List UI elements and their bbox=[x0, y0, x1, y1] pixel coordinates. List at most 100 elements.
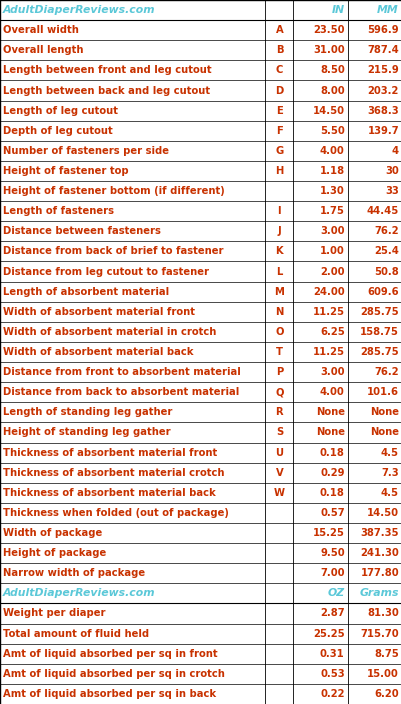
Text: W: W bbox=[273, 488, 284, 498]
Text: Number of fasteners per side: Number of fasteners per side bbox=[3, 146, 168, 156]
Text: 4.00: 4.00 bbox=[319, 146, 344, 156]
Text: Width of absorbent material in crotch: Width of absorbent material in crotch bbox=[3, 327, 216, 337]
Text: IN: IN bbox=[331, 5, 344, 15]
Text: 285.75: 285.75 bbox=[359, 347, 398, 357]
Text: 7.3: 7.3 bbox=[381, 467, 398, 478]
Text: Distance from leg cutout to fastener: Distance from leg cutout to fastener bbox=[3, 267, 209, 277]
Text: Length of standing leg gather: Length of standing leg gather bbox=[3, 408, 172, 417]
Text: Width of absorbent material front: Width of absorbent material front bbox=[3, 307, 194, 317]
Text: Grams: Grams bbox=[358, 589, 398, 598]
Text: Length between front and leg cutout: Length between front and leg cutout bbox=[3, 65, 211, 75]
Text: 81.30: 81.30 bbox=[367, 608, 398, 619]
Text: OZ: OZ bbox=[327, 589, 344, 598]
Text: 3.00: 3.00 bbox=[320, 226, 344, 237]
Text: 203.2: 203.2 bbox=[367, 85, 398, 96]
Text: 0.29: 0.29 bbox=[320, 467, 344, 478]
Text: 787.4: 787.4 bbox=[367, 45, 398, 56]
Text: 9.50: 9.50 bbox=[319, 548, 344, 558]
Text: S: S bbox=[275, 427, 282, 437]
Text: Height of fastener top: Height of fastener top bbox=[3, 166, 128, 176]
Text: Narrow width of package: Narrow width of package bbox=[3, 568, 145, 578]
Text: 368.3: 368.3 bbox=[367, 106, 398, 115]
Text: Height of fastener bottom (if different): Height of fastener bottom (if different) bbox=[3, 186, 224, 196]
Text: Total amount of fluid held: Total amount of fluid held bbox=[3, 629, 149, 639]
Text: 1.18: 1.18 bbox=[319, 166, 344, 176]
Text: Distance from front to absorbent material: Distance from front to absorbent materia… bbox=[3, 367, 240, 377]
Text: 596.9: 596.9 bbox=[367, 25, 398, 35]
Text: Distance between fasteners: Distance between fasteners bbox=[3, 226, 160, 237]
Text: 1.75: 1.75 bbox=[319, 206, 344, 216]
Text: D: D bbox=[275, 85, 283, 96]
Text: 76.2: 76.2 bbox=[373, 367, 398, 377]
Text: Width of package: Width of package bbox=[3, 528, 102, 538]
Text: 76.2: 76.2 bbox=[373, 226, 398, 237]
Text: 0.57: 0.57 bbox=[319, 508, 344, 518]
Text: L: L bbox=[275, 267, 282, 277]
Text: I: I bbox=[277, 206, 281, 216]
Text: 215.9: 215.9 bbox=[367, 65, 398, 75]
Text: 4.5: 4.5 bbox=[380, 488, 398, 498]
Text: 1.00: 1.00 bbox=[319, 246, 344, 256]
Text: T: T bbox=[275, 347, 282, 357]
Text: P: P bbox=[275, 367, 282, 377]
Text: 0.53: 0.53 bbox=[319, 669, 344, 679]
Text: 14.50: 14.50 bbox=[366, 508, 398, 518]
Text: 15.25: 15.25 bbox=[312, 528, 344, 538]
Text: Height of standing leg gather: Height of standing leg gather bbox=[3, 427, 170, 437]
Text: A: A bbox=[275, 25, 283, 35]
Text: O: O bbox=[274, 327, 283, 337]
Text: Length of leg cutout: Length of leg cutout bbox=[3, 106, 118, 115]
Text: R: R bbox=[275, 408, 282, 417]
Text: 715.70: 715.70 bbox=[359, 629, 398, 639]
Text: 2.00: 2.00 bbox=[320, 267, 344, 277]
Text: Length between back and leg cutout: Length between back and leg cutout bbox=[3, 85, 210, 96]
Text: Thickness of absorbent material front: Thickness of absorbent material front bbox=[3, 448, 217, 458]
Text: M: M bbox=[274, 287, 284, 296]
Text: 285.75: 285.75 bbox=[359, 307, 398, 317]
Text: Overall length: Overall length bbox=[3, 45, 83, 56]
Text: Weight per diaper: Weight per diaper bbox=[3, 608, 105, 619]
Text: 177.80: 177.80 bbox=[359, 568, 398, 578]
Text: 11.25: 11.25 bbox=[312, 347, 344, 357]
Text: Height of package: Height of package bbox=[3, 548, 106, 558]
Text: 1.30: 1.30 bbox=[319, 186, 344, 196]
Text: Thickness of absorbent material crotch: Thickness of absorbent material crotch bbox=[3, 467, 224, 478]
Text: None: None bbox=[369, 408, 398, 417]
Text: V: V bbox=[275, 467, 283, 478]
Text: 3.00: 3.00 bbox=[320, 367, 344, 377]
Text: K: K bbox=[275, 246, 282, 256]
Text: H: H bbox=[275, 166, 283, 176]
Text: 0.18: 0.18 bbox=[319, 448, 344, 458]
Text: 14.50: 14.50 bbox=[312, 106, 344, 115]
Text: None: None bbox=[369, 427, 398, 437]
Text: 7.00: 7.00 bbox=[320, 568, 344, 578]
Text: 15.00: 15.00 bbox=[367, 669, 398, 679]
Text: G: G bbox=[275, 146, 283, 156]
Text: None: None bbox=[315, 408, 344, 417]
Text: 0.18: 0.18 bbox=[319, 488, 344, 498]
Text: C: C bbox=[275, 65, 282, 75]
Text: AdultDiaperReviews.com: AdultDiaperReviews.com bbox=[3, 5, 155, 15]
Text: 609.6: 609.6 bbox=[367, 287, 398, 296]
Text: Width of absorbent material back: Width of absorbent material back bbox=[3, 347, 193, 357]
Text: 25.4: 25.4 bbox=[373, 246, 398, 256]
Text: E: E bbox=[275, 106, 282, 115]
Text: 23.50: 23.50 bbox=[312, 25, 344, 35]
Text: 8.50: 8.50 bbox=[319, 65, 344, 75]
Text: MM: MM bbox=[376, 5, 398, 15]
Text: 6.20: 6.20 bbox=[373, 689, 398, 699]
Text: 387.35: 387.35 bbox=[360, 528, 398, 538]
Text: 139.7: 139.7 bbox=[367, 126, 398, 136]
Text: 8.75: 8.75 bbox=[373, 648, 398, 659]
Text: 8.00: 8.00 bbox=[319, 85, 344, 96]
Text: 4: 4 bbox=[391, 146, 398, 156]
Text: Amt of liquid absorbed per sq in crotch: Amt of liquid absorbed per sq in crotch bbox=[3, 669, 224, 679]
Text: Overall width: Overall width bbox=[3, 25, 79, 35]
Text: 6.25: 6.25 bbox=[319, 327, 344, 337]
Text: 5.50: 5.50 bbox=[319, 126, 344, 136]
Text: 50.8: 50.8 bbox=[373, 267, 398, 277]
Text: 30: 30 bbox=[384, 166, 398, 176]
Text: Q: Q bbox=[274, 387, 283, 397]
Text: 25.25: 25.25 bbox=[312, 629, 344, 639]
Text: 11.25: 11.25 bbox=[312, 307, 344, 317]
